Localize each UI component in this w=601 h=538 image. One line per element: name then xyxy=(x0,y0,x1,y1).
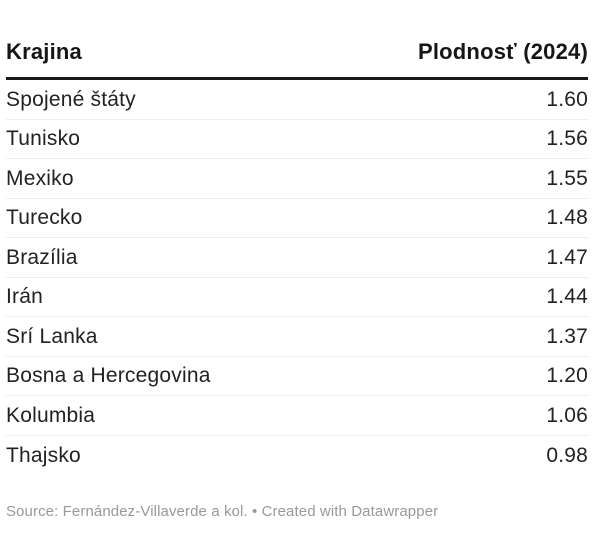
fertility-value-cell: 1.06 xyxy=(546,403,588,427)
table-row: Thajsko 0.98 xyxy=(6,436,588,476)
country-cell: Brazília xyxy=(6,245,78,269)
fertility-value-cell: 1.37 xyxy=(546,324,588,348)
fertility-value-cell: 1.56 xyxy=(546,127,588,151)
country-cell: Spojené štáty xyxy=(6,87,136,111)
fertility-value-cell: 1.60 xyxy=(546,87,588,111)
table-body: Spojené štáty 1.60 Tunisko 1.56 Mexiko 1.55 Tu… xyxy=(6,80,588,475)
fertility-value-cell: 1.44 xyxy=(546,285,588,309)
separator-dot: • xyxy=(247,503,262,520)
table-row: Irán 1.44 xyxy=(6,278,588,317)
credit-text: Created with Datawrapper xyxy=(261,503,439,520)
fertility-value-cell: 1.48 xyxy=(546,206,588,230)
table-row: Bosna a Hercegovina 1.20 xyxy=(6,357,588,396)
table-row: Srí Lanka 1.37 xyxy=(6,317,588,357)
country-cell: Mexiko xyxy=(6,166,74,190)
table-row: Tunisko 1.56 xyxy=(6,120,588,159)
table-header-row: Krajina Plodnosť (2024) xyxy=(6,0,588,80)
country-cell: Kolumbia xyxy=(6,403,96,427)
fertility-value-cell: 1.55 xyxy=(546,166,588,190)
table-row: Brazília 1.47 xyxy=(6,238,588,278)
table-row: Mexiko 1.55 xyxy=(6,159,588,199)
fertility-value-cell: 1.20 xyxy=(546,364,588,388)
fertility-value-cell: 0.98 xyxy=(546,443,588,467)
country-cell: Irán xyxy=(6,285,43,309)
source-line: Source: Fernández-Villaverde a kol. • Cr… xyxy=(6,475,588,522)
table-row: Kolumbia 1.06 xyxy=(6,396,588,436)
table-row: Spojené štáty 1.60 xyxy=(6,80,588,120)
table-row: Turecko 1.48 xyxy=(6,199,588,238)
country-cell: Thajsko xyxy=(6,443,81,467)
column-header-country: Krajina xyxy=(6,39,82,64)
country-cell: Srí Lanka xyxy=(6,324,98,348)
fertility-value-cell: 1.47 xyxy=(546,245,588,269)
column-header-fertility: Plodnosť (2024) xyxy=(417,39,588,64)
country-cell: Bosna a Hercegovina xyxy=(6,364,211,388)
source-text: Source: Fernández-Villaverde a kol. xyxy=(6,503,248,520)
country-cell: Turecko xyxy=(6,206,83,230)
country-cell: Tunisko xyxy=(6,127,81,151)
